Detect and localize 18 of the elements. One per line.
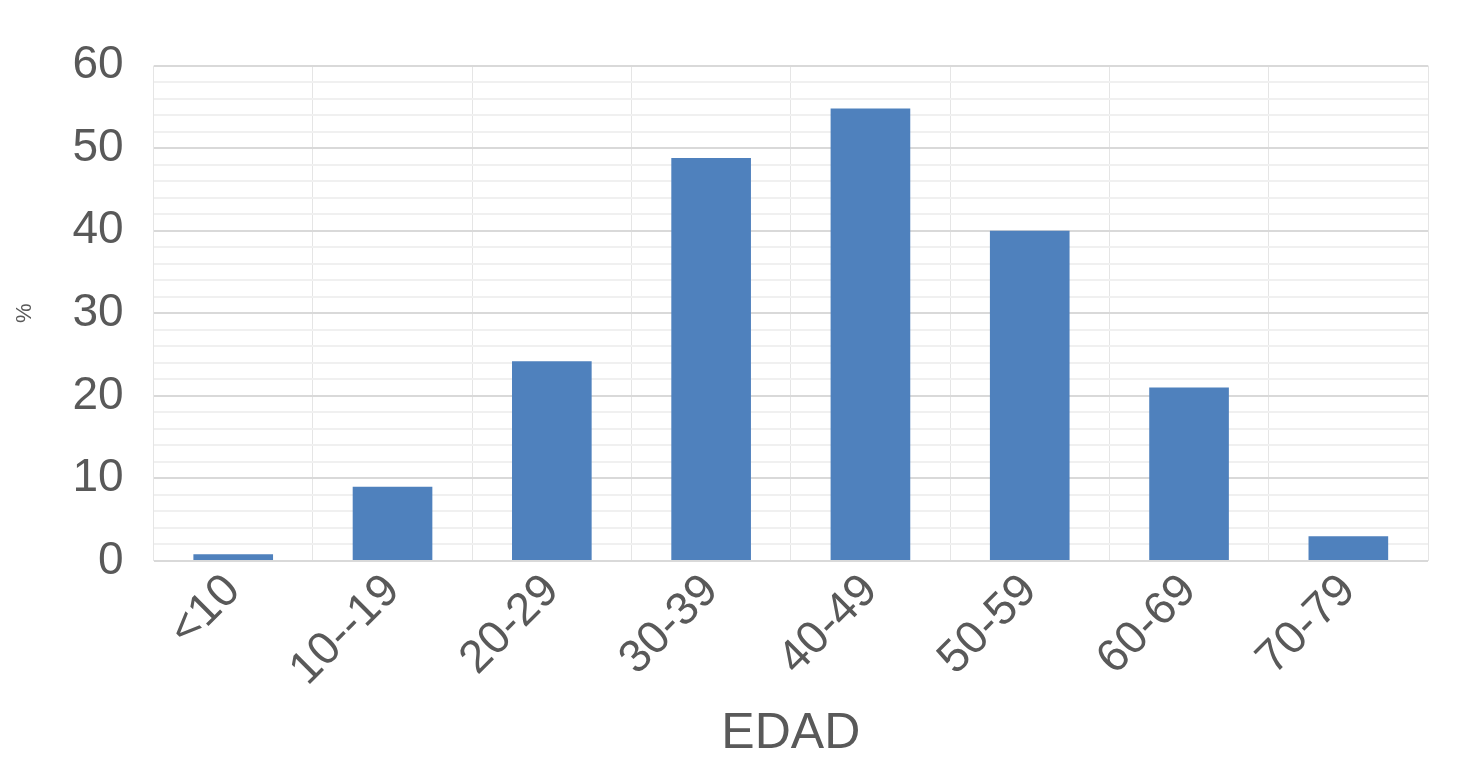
y-tick-label: 20 [72,366,124,419]
x-tick-label: <10 [157,562,250,655]
bar [193,554,274,560]
y-tick-label: 40 [72,201,124,254]
y-tick-label: 10 [72,449,124,502]
bar [1149,387,1229,560]
bar [512,361,592,560]
bar [989,230,1070,560]
x-axis-title: EDAD [721,702,861,759]
y-tick-label: 50 [72,118,124,171]
bar [830,108,911,560]
bar [671,158,751,560]
y-axis-title: % [11,303,37,324]
bar [352,486,433,560]
y-tick-label: 30 [72,283,124,336]
y-tick-label: 60 [72,36,124,89]
y-tick-label: 0 [97,531,124,584]
bar [1308,536,1389,560]
